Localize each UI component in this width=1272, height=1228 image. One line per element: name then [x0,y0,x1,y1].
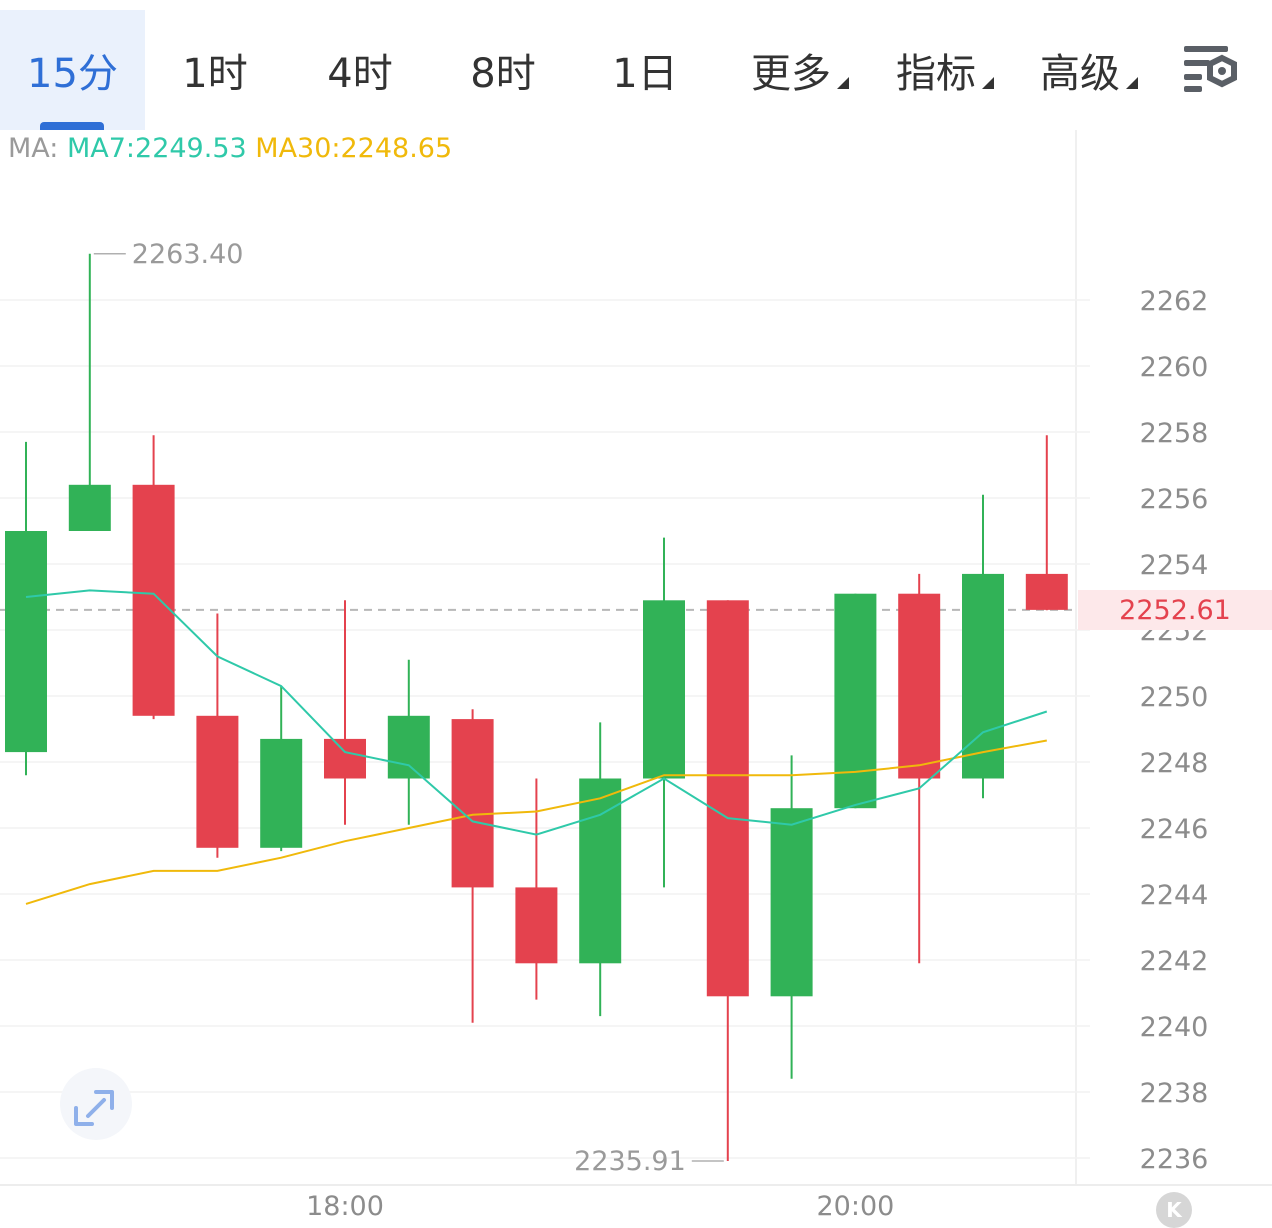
y-tick-label: 2260 [1140,352,1209,383]
low-marker-label: 2235.91 [574,1146,686,1177]
ma7-line [25,589,1048,836]
dropdown-caret-icon [837,77,849,89]
candle-up [5,531,47,753]
ma30-line [25,739,1047,905]
y-tick-label: 2236 [1140,1144,1209,1175]
tab-4h-label: 4时 [327,51,393,97]
candle-down [324,738,366,779]
ma7-value: MA7:2249.53 [66,133,247,164]
y-tick-label: 2258 [1140,418,1209,449]
timeframe-tabs: 15分 1时 4时 8时 1日 更多 指标 高级 [0,0,1272,130]
tab-8h[interactable]: 8时 [448,10,558,130]
x-tick-label: 20:00 [816,1191,894,1218]
dropdown-caret-icon [1126,77,1138,89]
tab-15min-label: 15分 [27,51,118,97]
tab-8h-label: 8时 [470,51,536,97]
y-tick-label: 2248 [1140,748,1209,779]
tab-15min[interactable]: 15分 [0,10,145,130]
candle-up [579,778,622,964]
tab-1d-label: 1日 [612,51,678,97]
y-tick-label: 2246 [1140,814,1209,845]
x-tick-label: 18:00 [306,1191,384,1218]
tab-indicators-label: 指标 [896,51,976,97]
tab-advanced-label: 高级 [1040,51,1120,97]
tab-1d[interactable]: 1日 [590,10,700,130]
y-tick-label: 2244 [1140,880,1209,911]
y-tick-label: 2250 [1140,682,1209,713]
candle-up [260,738,303,848]
ma-legend-prefix: MA: [8,133,59,164]
tab-4h[interactable]: 4时 [305,10,415,130]
tab-more[interactable]: 更多 [735,10,865,130]
candle-down [451,719,494,888]
current-price-label: 2252.61 [1119,594,1231,626]
fullscreen-button[interactable] [60,1068,132,1140]
ma30-value: MA30:2248.65 [255,133,453,164]
candle-up [387,715,430,779]
tab-advanced[interactable]: 高级 [1024,10,1154,130]
candle-down [196,715,239,848]
candle-down [706,600,749,997]
candle-up [962,573,1004,779]
current-price-tag: 2252.61 [1078,590,1272,630]
y-tick-label: 2240 [1140,1012,1209,1043]
y-tick-label: 2256 [1140,484,1209,515]
active-tab-indicator [40,122,104,130]
candle-down [132,484,175,716]
tab-1h[interactable]: 1时 [160,10,270,130]
candle-down [898,593,941,779]
y-tick-label: 2238 [1140,1078,1209,1109]
kline-logo-text: K [1166,1198,1182,1222]
candle-up [643,600,685,779]
y-tick-label: 2254 [1140,550,1209,581]
tab-more-label: 更多 [751,51,831,97]
y-tick-label: 2242 [1140,946,1209,977]
candle-down [515,887,558,964]
tab-1h-label: 1时 [182,51,248,97]
candle-up [834,593,877,809]
candle-up [68,484,111,531]
high-marker-label: 2263.40 [132,239,244,270]
candle-up [770,808,813,997]
y-tick-label: 2262 [1140,286,1209,317]
chart-settings-icon[interactable] [1178,42,1244,100]
candle-down [1025,573,1068,610]
kline-logo: K [1156,1192,1192,1228]
dropdown-caret-icon [982,77,994,89]
tab-indicators[interactable]: 指标 [880,10,1010,130]
ma-legend: MA: MA7:2249.53 MA30:2248.65 [8,133,452,164]
expand-icon [74,1090,114,1126]
